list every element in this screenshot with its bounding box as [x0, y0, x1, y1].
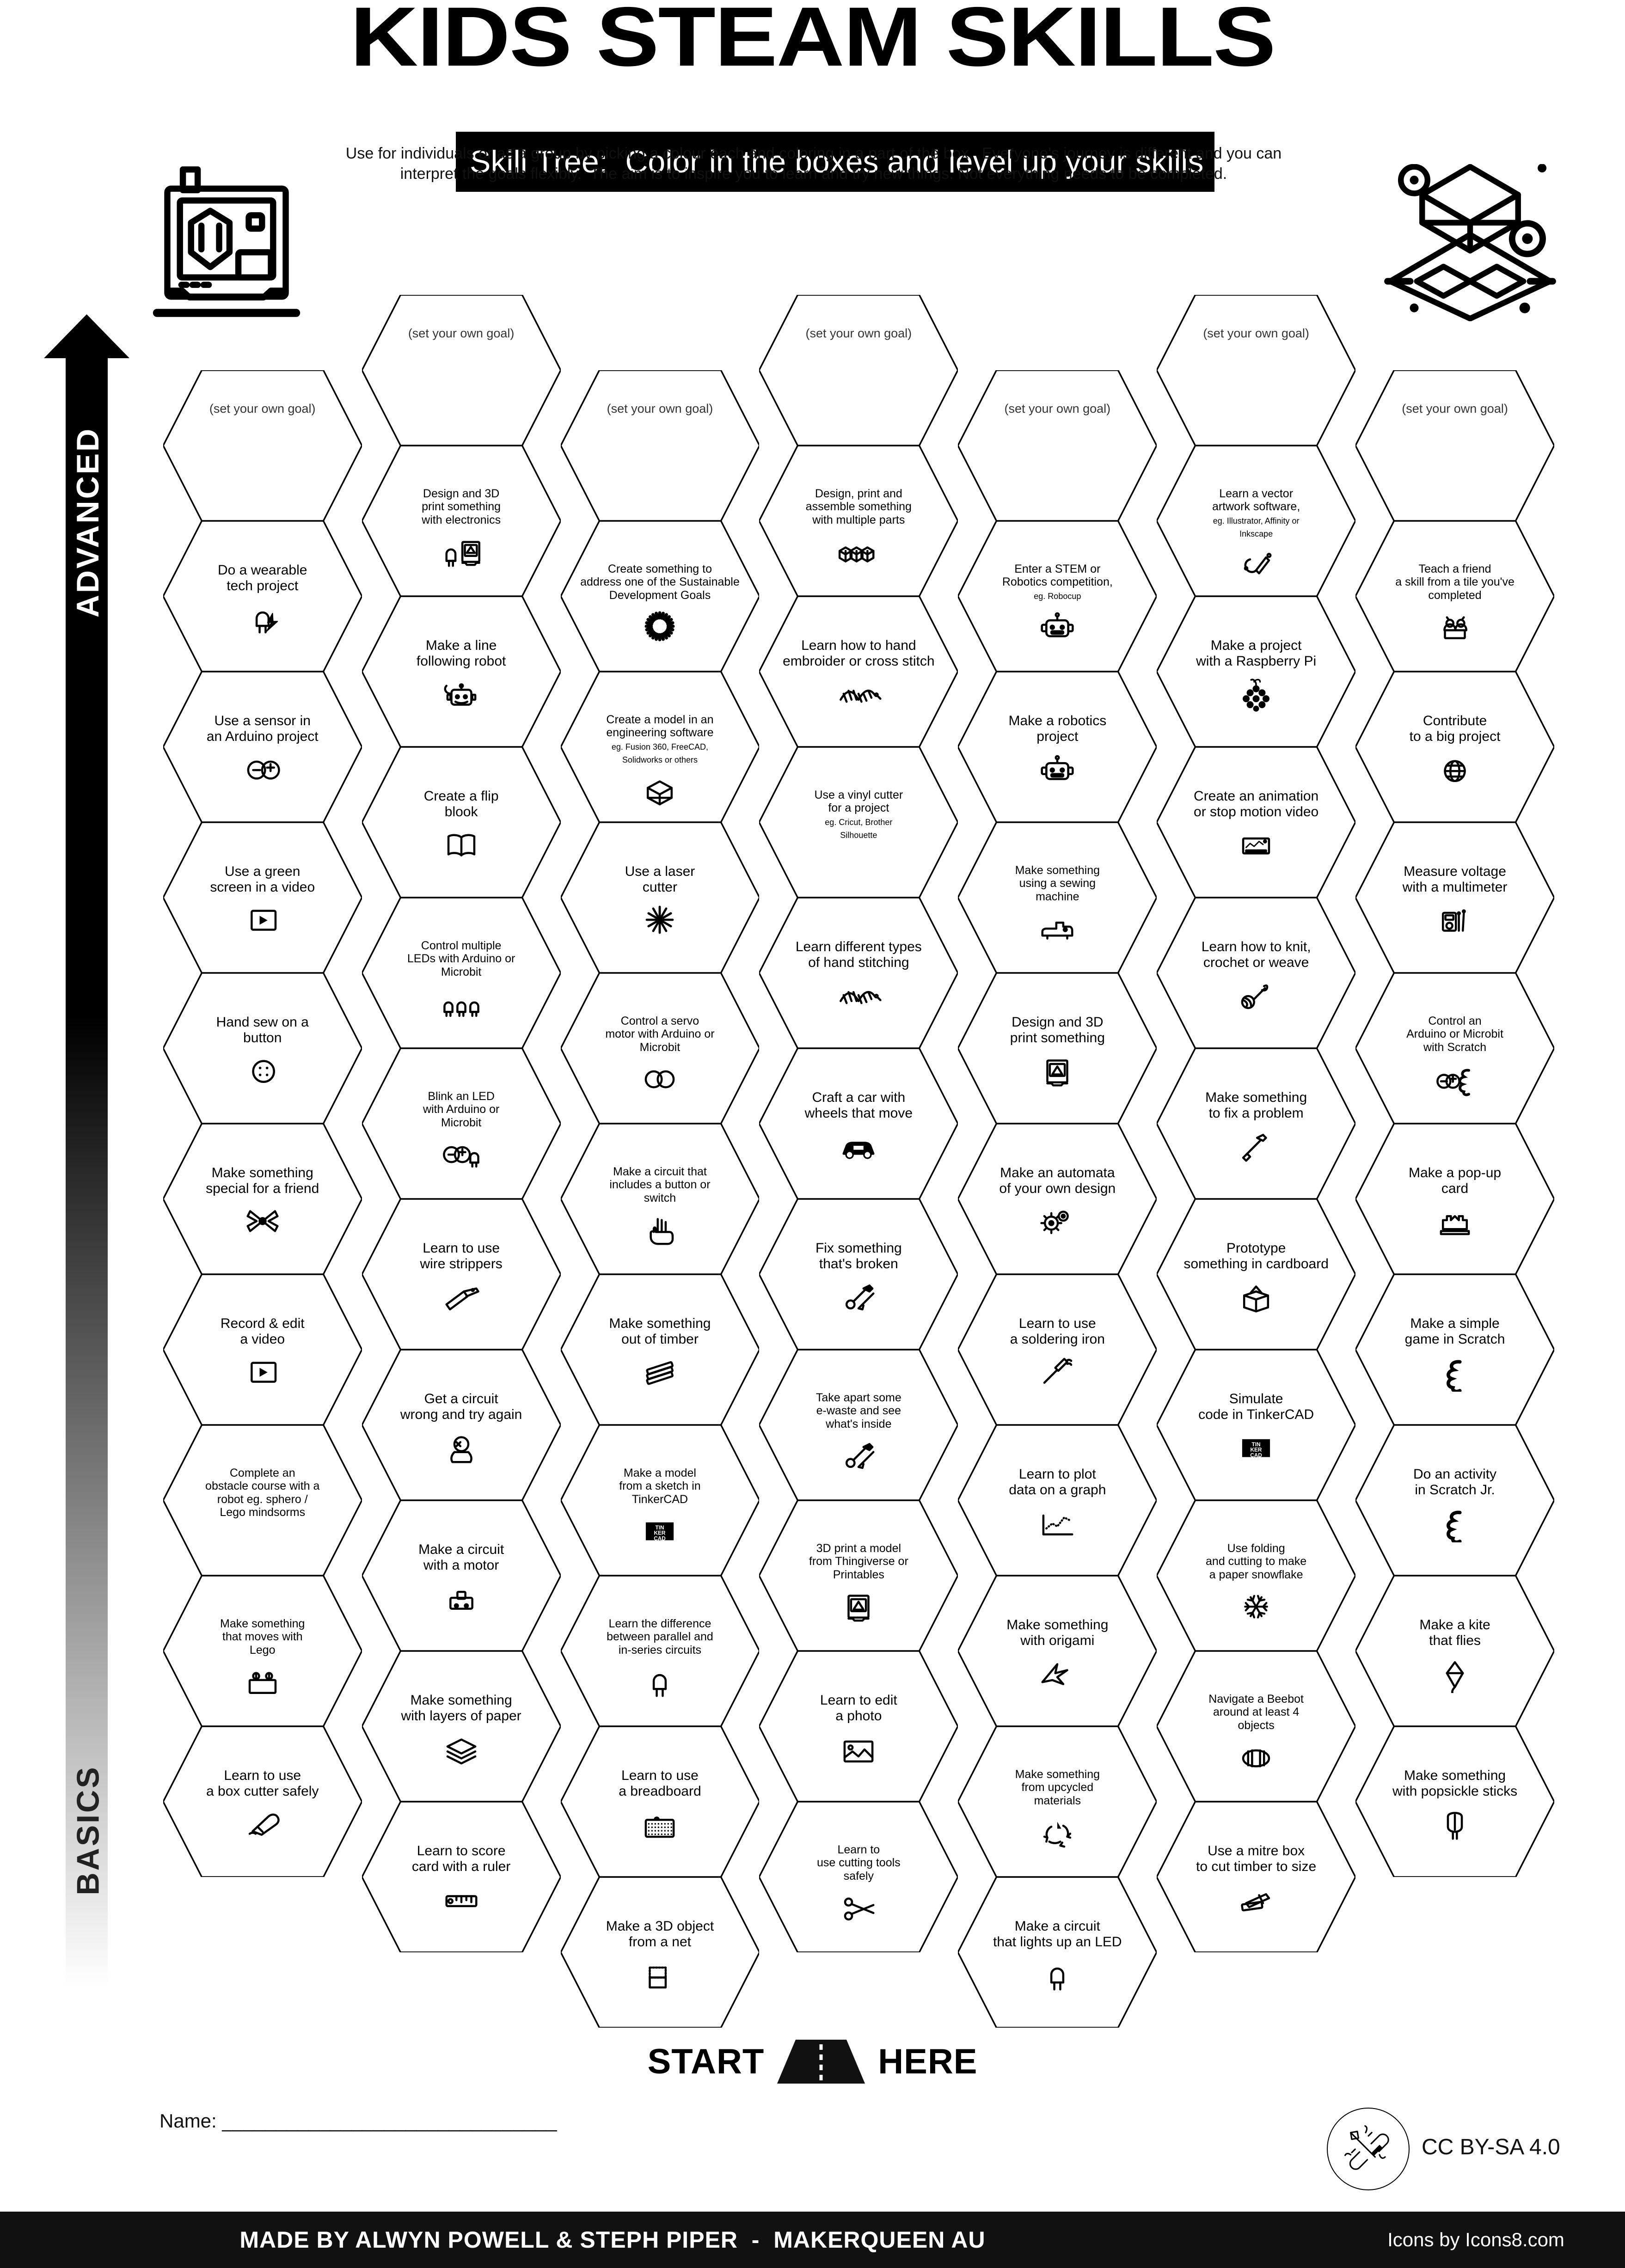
svg-text:CAD: CAD: [654, 1535, 666, 1542]
svg-text:CAD: CAD: [1250, 1452, 1262, 1459]
